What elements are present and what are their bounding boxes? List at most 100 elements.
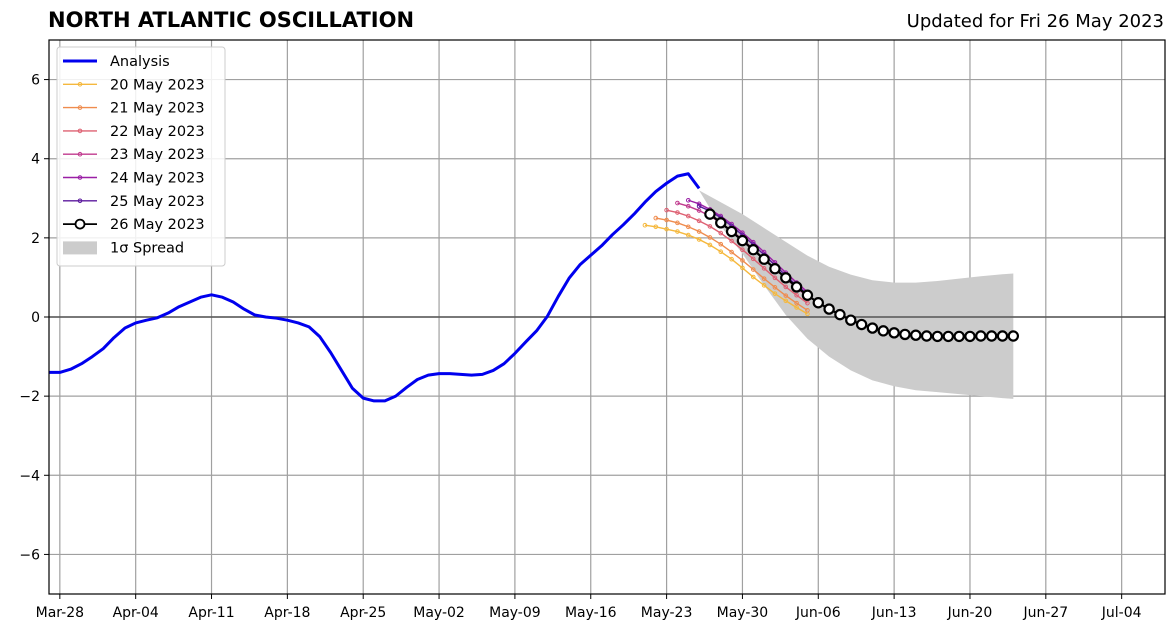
- x-tick-label: Jun-27: [1022, 605, 1068, 621]
- forecast-point: [653, 215, 659, 221]
- forecast-point: [750, 256, 756, 262]
- forecast-point: [642, 222, 648, 228]
- legend-label: 22 May 2023: [110, 124, 205, 140]
- forecast-point: [718, 249, 724, 255]
- latest-forecast-point: [953, 330, 965, 343]
- x-tick-label: May-09: [489, 605, 541, 621]
- axes: Mar-28 Apr-04 Apr-11 Apr-18 Apr-25 May-02 May-…: [19, 39, 1166, 621]
- legend-handle-marker: [77, 175, 83, 180]
- latest-forecast-point: [855, 318, 868, 331]
- legend-box: [56, 46, 226, 267]
- chart-subtitle: Updated for Fri 26 May 2023: [906, 11, 1164, 32]
- latest-forecast-point: [812, 297, 824, 309]
- forecast-point: [794, 305, 799, 310]
- forecast-point: [664, 207, 669, 213]
- x-tick-label: Jun-20: [947, 605, 993, 621]
- forecast-point: [707, 224, 713, 229]
- latest-forecast-point: [877, 325, 889, 337]
- forecast-point: [707, 235, 713, 240]
- y-tick-label: −4: [19, 468, 40, 484]
- x-tick-label: Apr-04: [113, 605, 159, 621]
- latest-forecast-point: [801, 289, 814, 301]
- forecast-point: [696, 201, 702, 207]
- legend-label: 20 May 2023: [110, 77, 205, 93]
- x-tick-label: Jun-06: [795, 605, 841, 621]
- x-tick-label: May-16: [565, 605, 617, 621]
- legend: Analysis 20 May 2023 21 May 2023 22 May 202…: [56, 46, 226, 267]
- forecast-point: [761, 266, 767, 271]
- legend-label: 1σ Spread: [110, 240, 184, 256]
- forecast-point: [794, 300, 799, 306]
- latest-forecast-point: [942, 330, 955, 343]
- forecast-point: [761, 276, 767, 281]
- latest-forecast-point: [790, 281, 803, 293]
- latest-forecast-point: [899, 328, 911, 341]
- forecast-point: [750, 274, 756, 280]
- latest-forecast-point: [931, 330, 944, 343]
- forecast-point: [696, 229, 702, 234]
- forecast-point: [729, 249, 734, 255]
- forecast-point: [696, 237, 702, 242]
- forecast-point: [783, 293, 789, 298]
- forecast-point: [772, 291, 778, 296]
- y-tick-label: 0: [31, 310, 40, 326]
- forecast-point: [675, 220, 680, 226]
- x-tick-label: May-23: [641, 605, 693, 621]
- forecast-point: [740, 258, 745, 263]
- latest-forecast-point: [747, 244, 759, 256]
- forecast-point: [685, 213, 691, 219]
- spread-band: [699, 190, 1014, 399]
- legend-label: Analysis: [110, 54, 170, 70]
- latest-forecast-point: [975, 330, 987, 342]
- forecast-point: [675, 210, 680, 215]
- latest-forecast-point: [1007, 330, 1020, 342]
- latest-forecast-point: [985, 330, 998, 342]
- spread-area: [699, 190, 1014, 399]
- x-tick-label: May-30: [717, 605, 769, 621]
- forecast-point: [794, 292, 799, 298]
- forecast-point: [740, 247, 745, 253]
- latest-forecast-point: [758, 253, 770, 265]
- forecast-point: [729, 256, 734, 262]
- latest-forecast-point: [964, 330, 976, 343]
- forecast-point: [740, 265, 745, 271]
- legend-handle-marker: [77, 105, 83, 110]
- y-tick-label: 4: [31, 152, 40, 168]
- series-lines: [49, 172, 1020, 403]
- y-tick-label: −2: [19, 389, 40, 405]
- latest-forecast-point: [888, 327, 900, 339]
- forecast-point: [696, 208, 702, 213]
- y-tick-label: 2: [31, 231, 40, 247]
- latest-forecast-point: [845, 314, 857, 326]
- forecast-line: [655, 217, 808, 311]
- forecast-point: [783, 298, 789, 304]
- forecast-point: [675, 200, 680, 206]
- forecast-point: [729, 238, 734, 244]
- x-tick-label: Apr-18: [264, 605, 310, 621]
- x-tick-label: Apr-25: [340, 605, 386, 621]
- latest-forecast-point: [769, 263, 781, 275]
- latest-forecast-point: [866, 322, 879, 334]
- analysis-line: [49, 172, 701, 403]
- forecast-point: [685, 224, 691, 230]
- y-tick-label: 6: [31, 73, 40, 89]
- forecast-point: [707, 242, 713, 248]
- x-tick-label: Jun-13: [871, 605, 917, 621]
- latest-forecast-point: [736, 234, 749, 247]
- forecast-line: [644, 224, 808, 315]
- latest-forecast-point: [996, 330, 1009, 342]
- legend-handle-marker: [77, 198, 83, 204]
- legend-handle-marker: [77, 128, 83, 134]
- x-tick-label: Mar-28: [36, 605, 84, 621]
- legend-label: 26 May 2023: [110, 217, 205, 233]
- x-tick-label: Jul-04: [1101, 605, 1142, 621]
- y-tick-label: −6: [19, 547, 40, 563]
- latest-forecast-point: [725, 225, 738, 238]
- x-tick-label: May-02: [413, 605, 465, 621]
- forecast-point: [696, 203, 702, 209]
- legend-handle-spread: [63, 241, 97, 255]
- legend-label: 21 May 2023: [110, 101, 205, 117]
- latest-forecast-point: [920, 330, 933, 342]
- chart-title: NORTH ATLANTIC OSCILLATION: [48, 8, 415, 32]
